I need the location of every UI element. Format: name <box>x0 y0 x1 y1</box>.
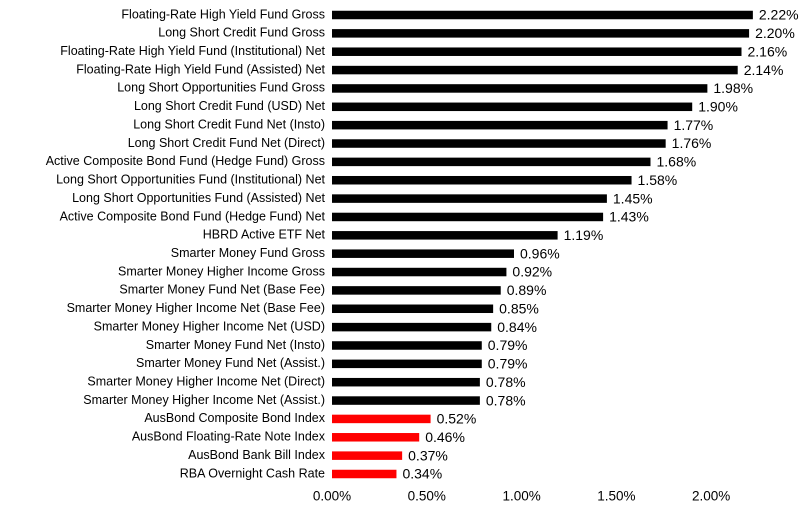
bar <box>332 139 666 148</box>
value-label: 0.78% <box>486 392 526 408</box>
value-label: 1.76% <box>672 135 712 151</box>
category-label: Long Short Credit Fund Gross <box>158 26 325 40</box>
category-label: Smarter Money Fund Net (Base Fee) <box>119 283 325 297</box>
bar <box>332 322 492 332</box>
category-label: Active Composite Bond Fund (Hedge Fund) … <box>60 209 326 223</box>
value-label: 2.22% <box>759 7 799 23</box>
bar <box>332 231 558 240</box>
bar <box>332 304 494 314</box>
value-label: 0.78% <box>486 374 526 390</box>
x-tick-label: 1.50% <box>597 489 635 504</box>
category-label: Smarter Money Fund Net (Insto) <box>146 338 325 352</box>
value-label: 0.79% <box>488 337 528 353</box>
x-tick-label: 1.00% <box>502 489 540 504</box>
bar <box>332 157 651 167</box>
value-label: 2.20% <box>755 25 795 41</box>
category-label: Long Short Credit Fund Net (Direct) <box>128 136 325 150</box>
category-label: Long Short Opportunities Fund (Instituti… <box>56 173 325 187</box>
value-label: 0.79% <box>488 356 528 372</box>
bar <box>332 414 431 424</box>
value-label: 0.84% <box>497 319 537 335</box>
value-label: 1.98% <box>713 80 753 96</box>
category-label: HBRD Active ETF Net <box>203 228 326 242</box>
bar <box>332 341 482 350</box>
category-label: Floating-Rate High Yield Fund (Instituti… <box>60 44 325 58</box>
value-label: 0.37% <box>408 447 448 463</box>
bar <box>332 451 403 460</box>
category-label: Active Composite Bond Fund (Hedge Fund) … <box>46 154 325 168</box>
value-label: 1.19% <box>564 227 604 243</box>
category-label: AusBond Bank Bill Index <box>188 448 326 462</box>
bar <box>332 10 753 20</box>
x-tick-label: 2.00% <box>692 489 730 504</box>
value-label: 0.96% <box>520 245 560 261</box>
category-label: Floating-Rate High Yield Fund Gross <box>121 7 325 21</box>
value-label: 1.77% <box>674 117 714 133</box>
value-label: 0.89% <box>507 282 547 298</box>
value-label: 1.43% <box>609 209 649 225</box>
category-label: AusBond Composite Bond Index <box>144 411 325 425</box>
value-label: 0.85% <box>499 300 539 316</box>
category-label: Smarter Money Higher Income Net (USD) <box>94 319 325 333</box>
bar <box>332 433 420 442</box>
value-label: 2.14% <box>744 62 784 78</box>
bar <box>332 84 708 93</box>
category-label: Long Short Credit Fund (USD) Net <box>134 99 326 113</box>
bar <box>332 359 482 369</box>
category-label: AusBond Floating-Rate Note Index <box>132 430 326 444</box>
value-label: 0.92% <box>512 264 552 280</box>
category-label: Smarter Money Higher Income Net (Assist.… <box>83 393 325 407</box>
bar <box>332 249 514 258</box>
bar <box>332 29 750 38</box>
bar <box>332 47 742 56</box>
value-label: 1.68% <box>657 154 697 170</box>
bar <box>332 102 693 112</box>
value-label: 2.16% <box>748 43 788 59</box>
bar <box>332 377 480 387</box>
value-label: 0.46% <box>425 429 465 445</box>
category-label: Smarter Money Higher Income Gross <box>118 264 325 278</box>
bar <box>332 267 507 277</box>
category-label: Long Short Opportunities Fund (Assisted)… <box>72 191 325 205</box>
bar <box>332 175 632 185</box>
bar <box>332 396 480 405</box>
category-label: Smarter Money Higher Income Net (Base Fe… <box>67 301 325 315</box>
value-label: 1.58% <box>638 172 678 188</box>
bar <box>332 212 604 222</box>
value-label: 0.52% <box>437 411 477 427</box>
x-tick-label: 0.50% <box>408 489 446 504</box>
category-label: Long Short Credit Fund Net (Insto) <box>133 117 325 131</box>
category-label: RBA Overnight Cash Rate <box>180 466 325 480</box>
category-label: Smarter Money Higher Income Net (Direct) <box>87 374 325 388</box>
category-label: Smarter Money Fund Gross <box>171 246 325 260</box>
value-label: 0.34% <box>402 466 442 482</box>
category-label: Long Short Opportunities Fund Gross <box>117 81 325 95</box>
value-label: 1.45% <box>613 190 653 206</box>
bar <box>332 194 607 203</box>
bar <box>332 65 738 75</box>
x-tick-label: 0.00% <box>313 489 351 504</box>
value-label: 1.90% <box>698 99 738 115</box>
bar <box>332 120 668 130</box>
bar <box>332 469 397 479</box>
category-label: Smarter Money Fund Net (Assist.) <box>136 356 325 370</box>
bar <box>332 286 501 295</box>
category-label: Floating-Rate High Yield Fund (Assisted)… <box>76 62 325 76</box>
